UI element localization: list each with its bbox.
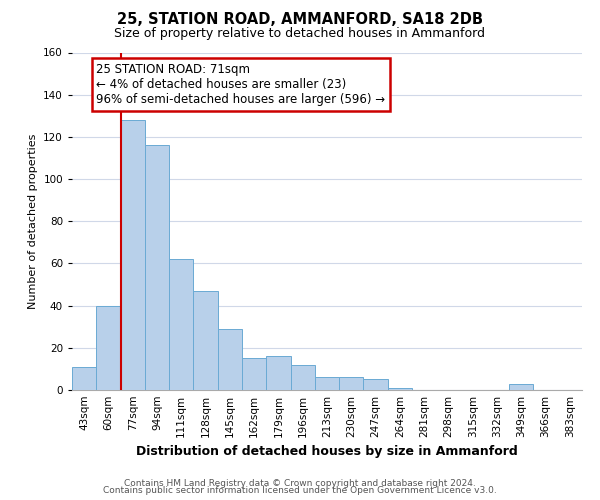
Bar [242, 358, 266, 390]
Bar [509, 384, 533, 390]
Bar [169, 259, 193, 390]
Text: Contains HM Land Registry data © Crown copyright and database right 2024.: Contains HM Land Registry data © Crown c… [124, 478, 476, 488]
Bar [218, 329, 242, 390]
Bar [315, 378, 339, 390]
Bar [96, 306, 121, 390]
Text: 25 STATION ROAD: 71sqm
← 4% of detached houses are smaller (23)
96% of semi-deta: 25 STATION ROAD: 71sqm ← 4% of detached … [96, 63, 385, 106]
Y-axis label: Number of detached properties: Number of detached properties [28, 134, 38, 309]
Bar [388, 388, 412, 390]
Bar [121, 120, 145, 390]
Text: Size of property relative to detached houses in Ammanford: Size of property relative to detached ho… [115, 28, 485, 40]
Bar [339, 378, 364, 390]
Text: Contains public sector information licensed under the Open Government Licence v3: Contains public sector information licen… [103, 486, 497, 495]
Bar [145, 146, 169, 390]
Text: 25, STATION ROAD, AMMANFORD, SA18 2DB: 25, STATION ROAD, AMMANFORD, SA18 2DB [117, 12, 483, 28]
Bar [290, 364, 315, 390]
Bar [364, 380, 388, 390]
Bar [72, 367, 96, 390]
Bar [193, 291, 218, 390]
X-axis label: Distribution of detached houses by size in Ammanford: Distribution of detached houses by size … [136, 446, 518, 458]
Bar [266, 356, 290, 390]
